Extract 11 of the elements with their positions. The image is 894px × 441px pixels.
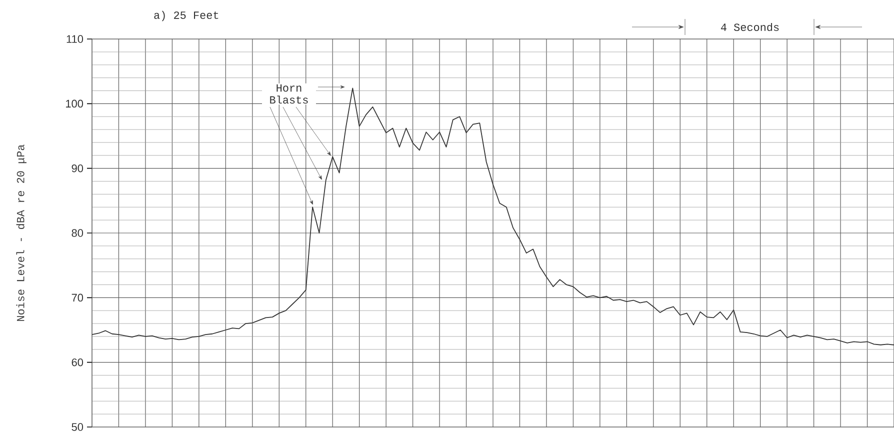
y-tick-label: 100: [66, 100, 84, 108]
text: 4 Seconds: [720, 22, 779, 32]
y-tick-label: 80: [72, 229, 84, 237]
y-tick-label: 90: [72, 164, 84, 172]
y-tick-label: 50: [72, 423, 84, 431]
y-tick-label: 70: [72, 294, 84, 302]
y-tick-label: 110: [66, 35, 84, 43]
annotation: Horn Blasts: [270, 84, 308, 104]
chart-title: a) 25 Feet: [154, 10, 218, 22]
y-tick-label: 60: [72, 358, 84, 366]
y-axis-title: Noise Level - dBA re 20 μPa: [16, 144, 26, 321]
